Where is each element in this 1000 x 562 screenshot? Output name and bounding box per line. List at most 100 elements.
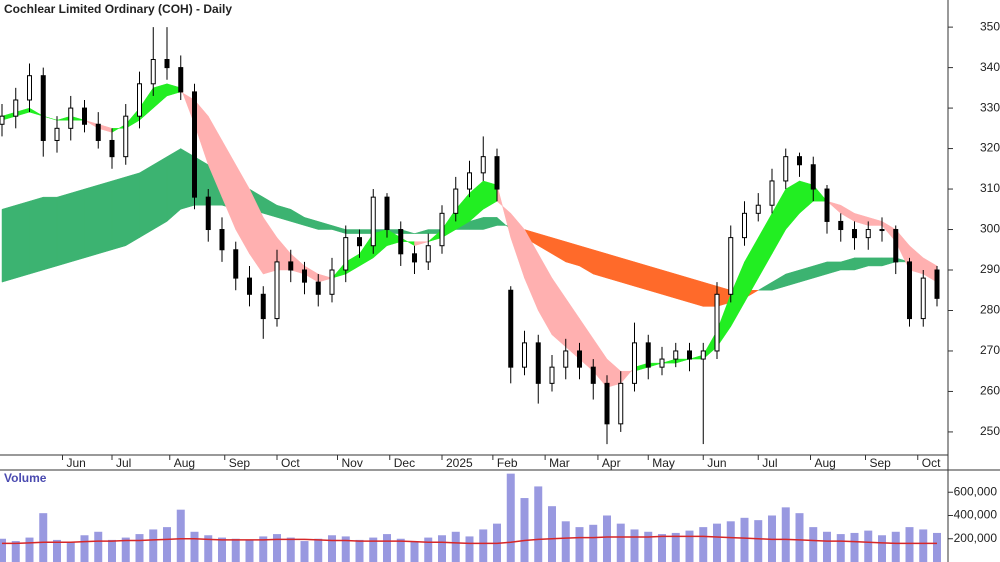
y-tick-label: 400,000 bbox=[954, 508, 998, 522]
ribbon-segment bbox=[606, 253, 621, 283]
volume-bar bbox=[548, 506, 556, 562]
volume-bar bbox=[121, 537, 130, 562]
ribbon-segment bbox=[675, 273, 690, 303]
volume-bar bbox=[891, 531, 900, 562]
candle-body bbox=[659, 358, 665, 368]
x-tick-label: Nov bbox=[342, 456, 363, 470]
candle-body bbox=[618, 382, 624, 425]
volume-bar bbox=[575, 527, 584, 562]
volume-bar bbox=[589, 524, 598, 562]
y-tick-label: 350 bbox=[980, 19, 1000, 33]
candle-body bbox=[13, 99, 19, 117]
y-tick-label: 280 bbox=[980, 303, 1000, 317]
candle-body bbox=[247, 277, 252, 295]
volume-bar bbox=[933, 532, 941, 562]
volume-bar bbox=[713, 523, 721, 562]
candle-body bbox=[150, 59, 156, 85]
candle-body bbox=[480, 156, 486, 174]
candle-body bbox=[109, 139, 115, 158]
candle-body bbox=[700, 350, 706, 360]
candle-body bbox=[0, 115, 5, 125]
candle-body bbox=[425, 245, 431, 263]
candle-body bbox=[810, 164, 816, 190]
candle-body bbox=[398, 229, 404, 255]
volume-bar bbox=[218, 537, 226, 562]
x-tick-label: 2025 bbox=[446, 456, 473, 470]
volume-bar bbox=[369, 537, 378, 562]
candle-body bbox=[549, 366, 555, 384]
volume-bar bbox=[259, 536, 268, 562]
candle-body bbox=[590, 366, 596, 384]
x-tick-label: Sep bbox=[229, 456, 251, 470]
ribbon-segment bbox=[70, 188, 85, 263]
ribbon-segment bbox=[98, 180, 113, 255]
candle-body bbox=[879, 229, 885, 232]
volume-bar bbox=[671, 532, 680, 562]
ribbon-segment bbox=[868, 257, 883, 267]
candle-body bbox=[577, 350, 582, 368]
candle-body bbox=[494, 156, 500, 190]
candle-body bbox=[439, 212, 445, 247]
ribbon-segment bbox=[689, 277, 704, 307]
x-tick-label: Feb bbox=[497, 456, 518, 470]
volume-bar bbox=[905, 527, 914, 562]
volume-average-line bbox=[2, 535, 937, 545]
chart-title: Cochlear Limited Ordinary (COH) - Daily bbox=[4, 2, 232, 16]
candle-body bbox=[852, 229, 857, 239]
x-tick-label: Aug bbox=[815, 456, 836, 470]
volume-bar bbox=[658, 534, 666, 562]
y-tick-label: 300 bbox=[980, 222, 1000, 236]
y-tick-label: 250 bbox=[980, 424, 1000, 438]
ribbon-segment bbox=[593, 249, 608, 279]
volume-bar bbox=[273, 534, 281, 562]
ribbon-segment bbox=[15, 200, 30, 279]
volume-bar bbox=[39, 513, 48, 562]
candle-body bbox=[673, 350, 679, 360]
candle-body bbox=[27, 75, 32, 101]
ribbon-segment bbox=[153, 156, 168, 230]
y-tick-label: 290 bbox=[980, 262, 1000, 276]
volume-bar bbox=[300, 541, 309, 562]
y-tick-label: 270 bbox=[980, 343, 1000, 357]
candle-body bbox=[522, 342, 527, 368]
volume-bar bbox=[561, 521, 570, 562]
candle-body bbox=[920, 277, 926, 320]
volume-bar bbox=[0, 538, 6, 562]
candle-body bbox=[343, 237, 349, 271]
volume-bar bbox=[781, 507, 790, 562]
y-tick-label: 340 bbox=[980, 60, 1000, 74]
volume-title: Volume bbox=[4, 471, 47, 485]
y-tick-label: 320 bbox=[980, 141, 1000, 155]
candle-body bbox=[755, 204, 761, 214]
candle-body bbox=[192, 91, 197, 198]
volume-bar bbox=[314, 538, 323, 562]
candle-body bbox=[95, 123, 101, 141]
x-tick-label: Sep bbox=[870, 456, 892, 470]
x-tick-label: Aug bbox=[174, 456, 195, 470]
ribbon-segment bbox=[1, 204, 16, 283]
y-tick-label: 310 bbox=[980, 181, 1000, 195]
candle-body bbox=[742, 212, 747, 239]
candle-body bbox=[453, 188, 459, 214]
volume-bar bbox=[520, 498, 529, 562]
candle-body bbox=[508, 289, 514, 368]
y-tick-label: 200,000 bbox=[954, 531, 998, 545]
candle-body bbox=[40, 75, 46, 141]
candle-body bbox=[824, 188, 830, 222]
volume-bar bbox=[286, 537, 295, 562]
volume-bar bbox=[231, 538, 240, 562]
x-tick-label: Oct bbox=[281, 456, 300, 470]
volume-bar bbox=[383, 534, 391, 562]
volume-bar bbox=[355, 539, 364, 562]
x-tick-label: Jul bbox=[116, 456, 131, 470]
volume-bar bbox=[410, 541, 419, 562]
candle-body bbox=[219, 229, 225, 251]
volume-bar bbox=[341, 536, 350, 562]
x-tick-label: Apr bbox=[602, 456, 621, 470]
ribbon-segment bbox=[84, 184, 99, 259]
ribbon-segment bbox=[620, 257, 635, 287]
x-tick-label: Mar bbox=[549, 456, 570, 470]
candle-body bbox=[714, 293, 720, 352]
candle-body bbox=[865, 229, 871, 239]
y-tick-label: 600,000 bbox=[954, 484, 998, 498]
